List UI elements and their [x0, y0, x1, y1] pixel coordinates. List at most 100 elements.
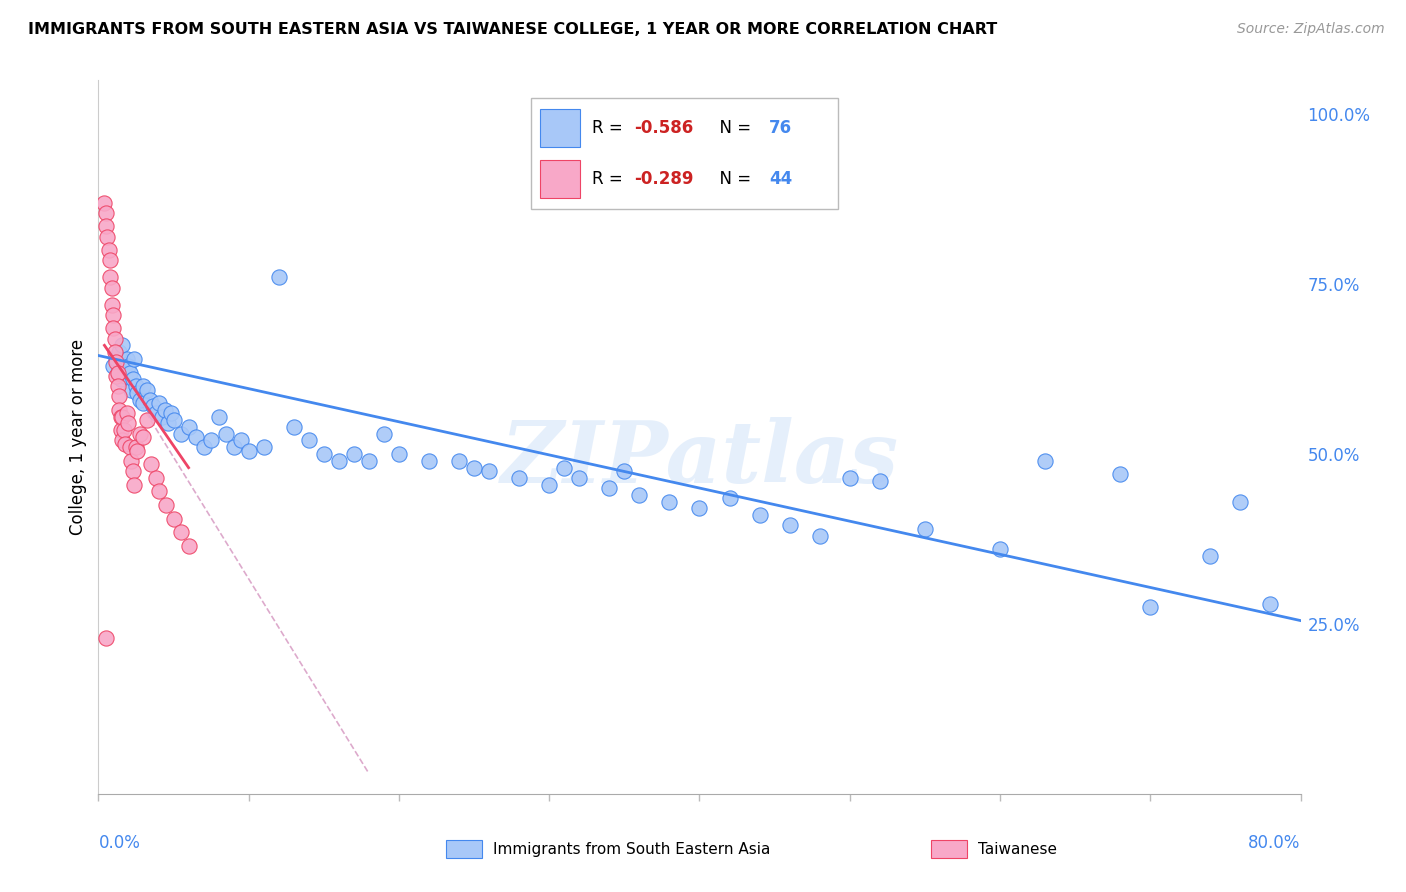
Point — [508, 471, 530, 485]
Point — [155, 498, 177, 512]
Point — [598, 481, 620, 495]
Point — [97, 243, 120, 257]
Point — [283, 420, 305, 434]
Point — [114, 437, 136, 451]
Point — [253, 440, 276, 454]
Point — [100, 253, 122, 268]
Point — [150, 409, 173, 424]
Point — [170, 525, 193, 540]
Point — [115, 351, 138, 366]
Point — [121, 454, 143, 468]
Text: N =: N = — [709, 119, 756, 137]
Point — [135, 383, 157, 397]
Point — [111, 338, 134, 352]
Point — [568, 471, 591, 485]
Point — [122, 372, 145, 386]
Point — [553, 460, 575, 475]
Point — [222, 440, 245, 454]
Point — [658, 494, 681, 508]
Point — [103, 359, 125, 373]
Point — [94, 219, 117, 234]
Point — [111, 434, 134, 448]
Text: IMMIGRANTS FROM SOUTH EASTERN ASIA VS TAIWANESE COLLEGE, 1 YEAR OR MORE CORRELAT: IMMIGRANTS FROM SOUTH EASTERN ASIA VS TA… — [28, 22, 997, 37]
Point — [96, 229, 118, 244]
Y-axis label: College, 1 year or more: College, 1 year or more — [69, 339, 87, 535]
Point — [112, 362, 135, 376]
Point — [184, 430, 207, 444]
Point — [107, 366, 129, 380]
Point — [135, 413, 157, 427]
Point — [138, 392, 160, 407]
Point — [129, 392, 152, 407]
Point — [177, 420, 200, 434]
Point — [145, 471, 167, 485]
Text: Source: ZipAtlas.com: Source: ZipAtlas.com — [1237, 22, 1385, 37]
Point — [129, 426, 152, 441]
Point — [107, 366, 129, 380]
Bar — [540, 109, 581, 147]
Point — [105, 355, 128, 369]
Point — [170, 426, 193, 441]
Point — [1139, 599, 1161, 614]
Point — [1033, 454, 1056, 468]
Point — [267, 270, 290, 285]
Text: R =: R = — [592, 169, 628, 188]
Point — [94, 206, 117, 220]
Point — [112, 423, 135, 437]
Point — [139, 457, 162, 471]
Point — [373, 426, 395, 441]
Point — [1229, 494, 1251, 508]
Point — [132, 430, 155, 444]
Point — [988, 542, 1011, 557]
Point — [118, 366, 141, 380]
Point — [328, 454, 350, 468]
Text: 76: 76 — [769, 119, 792, 137]
Point — [215, 426, 238, 441]
Point — [110, 423, 132, 437]
Point — [718, 491, 741, 506]
Point — [105, 368, 128, 383]
Point — [343, 447, 366, 461]
Point — [238, 443, 260, 458]
Text: -0.586: -0.586 — [634, 119, 693, 137]
Point — [156, 417, 179, 431]
Point — [122, 464, 145, 478]
Point — [538, 477, 561, 491]
Point — [162, 413, 184, 427]
Point — [808, 528, 831, 542]
Point — [1199, 549, 1222, 563]
Point — [100, 270, 122, 285]
Point — [478, 464, 501, 478]
Point — [1260, 597, 1282, 611]
Text: 44: 44 — [769, 169, 792, 188]
Text: ZIPatlas: ZIPatlas — [501, 417, 898, 500]
Point — [118, 440, 141, 454]
Point — [914, 522, 936, 536]
Text: Immigrants from South Eastern Asia: Immigrants from South Eastern Asia — [494, 842, 770, 856]
Point — [838, 471, 860, 485]
Text: -0.289: -0.289 — [634, 169, 693, 188]
Point — [145, 406, 167, 420]
Point — [124, 351, 146, 366]
Point — [463, 460, 485, 475]
Point — [124, 477, 146, 491]
Point — [162, 511, 184, 525]
Point — [208, 409, 231, 424]
Point — [125, 440, 148, 454]
Point — [105, 351, 128, 366]
Point — [108, 403, 131, 417]
Point — [101, 297, 124, 311]
Point — [103, 321, 125, 335]
Point — [153, 403, 176, 417]
Point — [298, 434, 321, 448]
Point — [447, 454, 470, 468]
Point — [93, 195, 115, 210]
Point — [108, 345, 131, 359]
Point — [148, 484, 170, 499]
Point — [107, 379, 129, 393]
Point — [869, 475, 891, 489]
Point — [127, 443, 149, 458]
Point — [689, 501, 711, 516]
Point — [127, 385, 149, 400]
Point — [748, 508, 770, 523]
